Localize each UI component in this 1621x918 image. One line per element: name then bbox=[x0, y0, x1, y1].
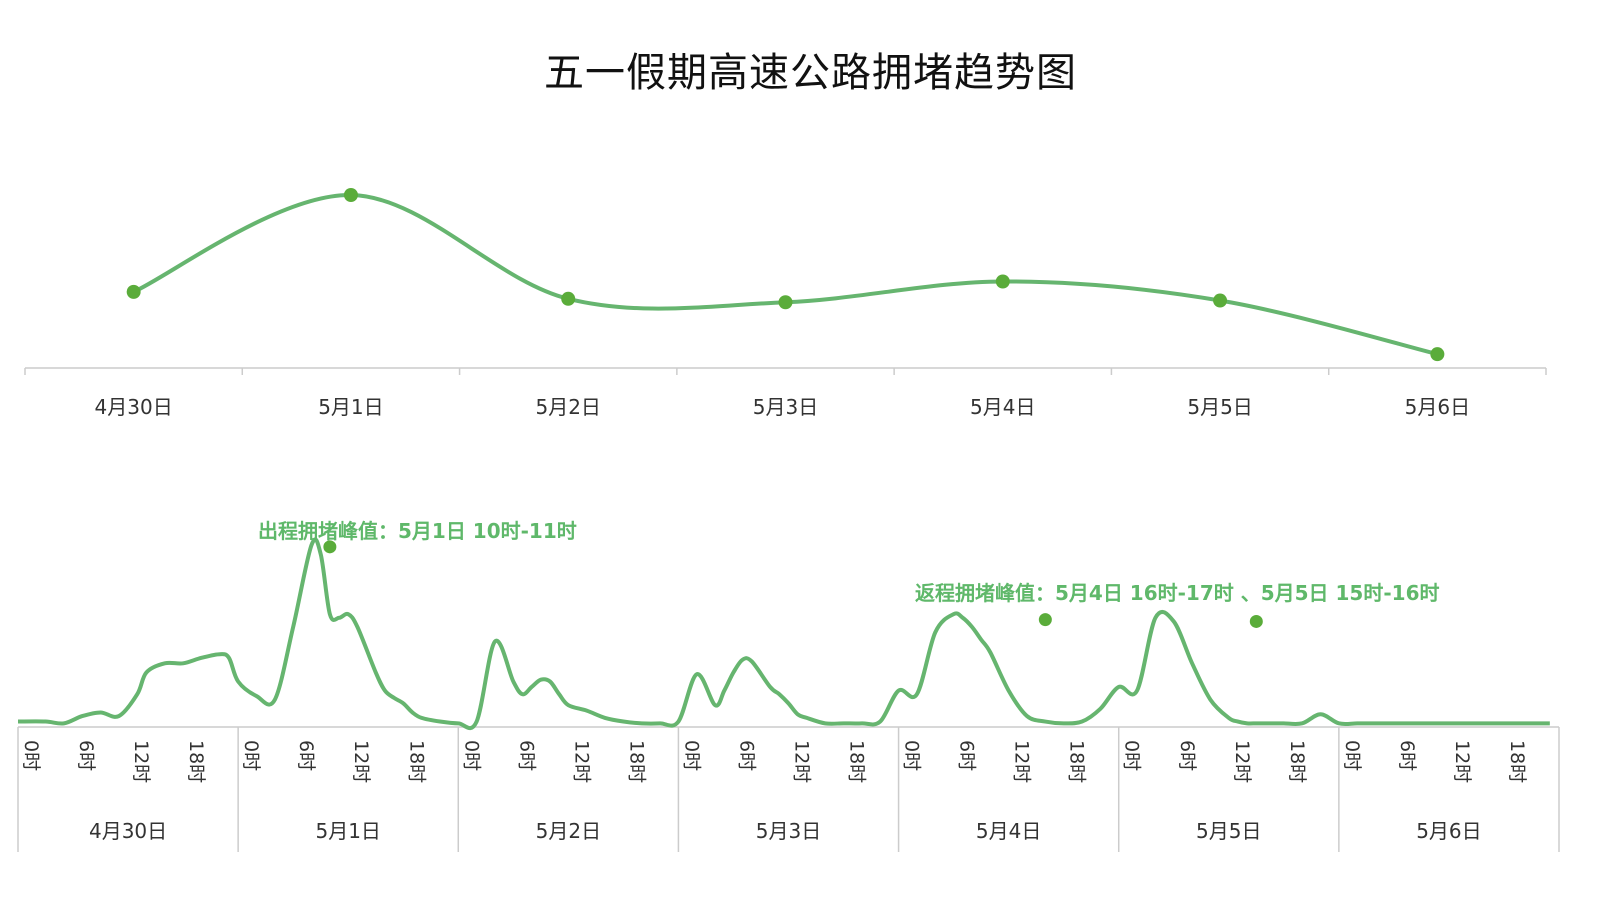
chart2-hour-tick-label: 12时 bbox=[350, 740, 372, 783]
chart2-hour-tick-label: 12时 bbox=[791, 740, 813, 783]
chart2-hour-tick-label: 18时 bbox=[1506, 740, 1528, 783]
chart1-series-line bbox=[132, 192, 1438, 357]
chart2-hour-tick-label: 12时 bbox=[570, 740, 592, 783]
chart2-hour-tick-label: 0时 bbox=[901, 740, 923, 771]
chart2-hour-tick-label: 6时 bbox=[75, 740, 97, 771]
chart2-hour-tick-label: 12时 bbox=[1011, 740, 1033, 783]
chart2-hour-tick-label: 6时 bbox=[735, 740, 757, 771]
chart2-hour-tick-label: 18时 bbox=[846, 740, 868, 783]
chart1-x-tick-label: 5月3日 bbox=[753, 395, 818, 419]
chart2-hour-tick-label: 18时 bbox=[405, 740, 427, 783]
chart2-hour-tick-label: 0时 bbox=[240, 740, 262, 771]
chart2-day-label: 5月3日 bbox=[756, 819, 821, 843]
chart2-hour-tick-label: 0时 bbox=[460, 740, 482, 771]
chart1-data-point bbox=[343, 188, 358, 202]
chart1-data-point bbox=[1213, 293, 1228, 308]
chart2-annotation-return: 返程拥堵峰值：5月4日 16时-17时 、5月5日 15时-16时 bbox=[915, 581, 1439, 605]
chart1-data-point bbox=[561, 291, 576, 306]
chart2-annotation-outbound: 出程拥堵峰值：5月1日 10时-11时 bbox=[258, 519, 577, 543]
chart2-day-label: 5月1日 bbox=[315, 819, 380, 843]
chart1-x-tick-label: 4月30日 bbox=[95, 395, 173, 419]
chart2-hour-tick-label: 0时 bbox=[1121, 740, 1143, 771]
chart2-peak-point bbox=[1038, 613, 1052, 627]
chart2-hour-tick-label: 0时 bbox=[1341, 740, 1363, 771]
chart1-data-point bbox=[995, 274, 1010, 289]
chart2-hour-tick-label: 12时 bbox=[1231, 740, 1253, 783]
chart2-hour-tick-label: 6时 bbox=[295, 740, 317, 771]
chart1-x-tick-label: 5月1日 bbox=[318, 395, 383, 419]
chart1-x-tick-label: 5月4日 bbox=[970, 395, 1035, 419]
chart2-hour-tick-label: 6时 bbox=[1396, 740, 1418, 771]
chart2-hour-tick-label: 18时 bbox=[625, 740, 647, 783]
chart2-day-label: 5月6日 bbox=[1416, 819, 1481, 843]
chart2-hour-tick-label: 6时 bbox=[956, 740, 978, 771]
chart2-hour-tick-label: 6时 bbox=[515, 740, 537, 771]
chart1-x-tick-label: 5月5日 bbox=[1187, 395, 1252, 419]
chart2-day-label: 5月2日 bbox=[536, 819, 601, 843]
chart1-x-tick-label: 5月6日 bbox=[1405, 395, 1470, 419]
chart2-hour-tick-label: 18时 bbox=[1066, 740, 1088, 783]
chart1-data-point bbox=[778, 295, 793, 310]
chart2-peak-point bbox=[323, 540, 337, 554]
chart2-peak-point bbox=[1249, 614, 1263, 628]
chart2-series-line bbox=[17, 537, 1550, 731]
chart2-day-label: 4月30日 bbox=[89, 819, 167, 843]
chart2-hour-tick-label: 12时 bbox=[130, 740, 152, 783]
chart2-hour-tick-label: 6时 bbox=[1176, 740, 1198, 771]
chart1-x-tick-label: 5月2日 bbox=[535, 395, 600, 419]
chart2-hour-tick-label: 0时 bbox=[680, 740, 702, 771]
chart2-day-label: 5月4日 bbox=[976, 819, 1041, 843]
chart2-hour-tick-label: 12时 bbox=[1451, 740, 1473, 783]
chart1-data-point bbox=[1430, 347, 1445, 362]
chart2-hour-tick-label: 18时 bbox=[185, 740, 207, 783]
chart1-data-point bbox=[126, 284, 141, 299]
chart-title: 五一假期高速公路拥堵趋势图 bbox=[544, 50, 1077, 96]
chart2-hour-tick-label: 18时 bbox=[1286, 740, 1308, 783]
chart2-hour-tick-label: 0时 bbox=[20, 740, 42, 771]
chart2-day-label: 5月5日 bbox=[1196, 819, 1261, 843]
